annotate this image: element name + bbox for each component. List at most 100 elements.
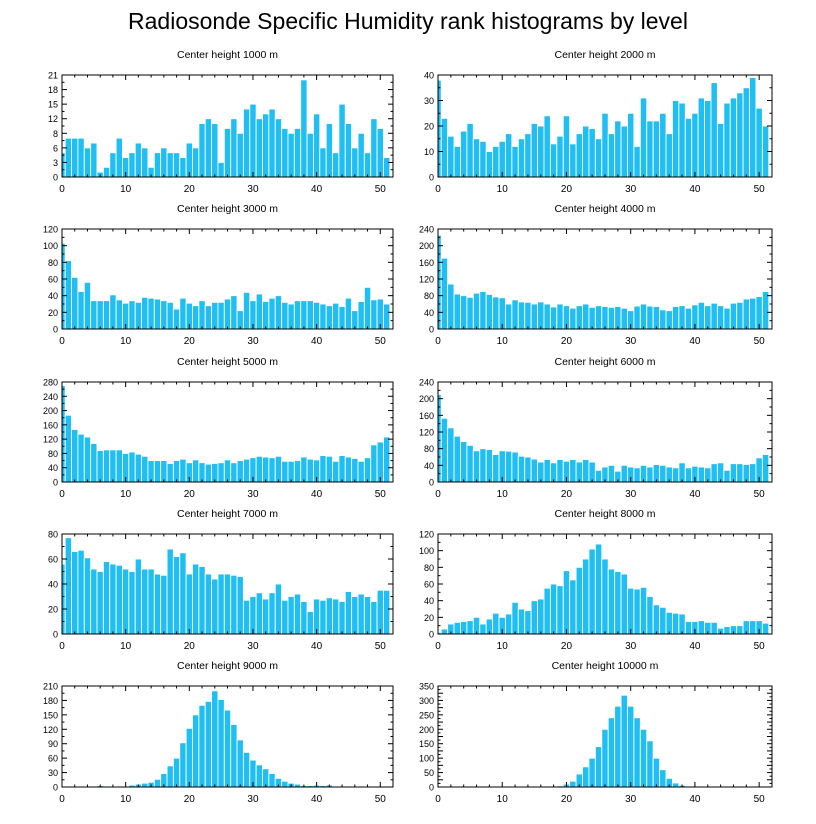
- bar: [90, 142, 98, 178]
- bar: [185, 727, 193, 788]
- bar: [761, 622, 770, 635]
- bar: [179, 157, 187, 178]
- bar: [287, 132, 295, 178]
- bar: [627, 705, 635, 788]
- bar: [749, 620, 757, 635]
- bar: [223, 709, 232, 788]
- x-tick-label: 30: [625, 336, 637, 347]
- bar: [659, 606, 667, 635]
- y-tick-label: 120: [43, 225, 58, 235]
- bar: [594, 305, 603, 330]
- bar: [646, 740, 654, 788]
- bar: [109, 152, 117, 178]
- bar: [236, 576, 244, 635]
- bar: [370, 299, 378, 330]
- bar: [678, 102, 686, 178]
- bar: [217, 161, 225, 178]
- y-tick-label: 40: [48, 580, 58, 590]
- bar: [153, 298, 162, 330]
- bar: [160, 460, 168, 483]
- y-tick-label: 8: [53, 129, 58, 139]
- x-tick-label: 20: [184, 184, 196, 195]
- bar: [684, 117, 693, 178]
- bar: [472, 138, 481, 178]
- x-tick-label: 20: [184, 641, 196, 652]
- x-tick-label: 50: [754, 794, 766, 805]
- bar: [736, 625, 744, 635]
- bar: [363, 457, 372, 483]
- bar: [575, 461, 583, 483]
- x-tick-label: 10: [497, 794, 509, 805]
- y-tick-label: 0: [53, 173, 58, 183]
- y-tick-label: 120: [419, 428, 434, 438]
- x-tick-label: 50: [375, 641, 387, 652]
- bar: [160, 574, 168, 635]
- bar: [115, 137, 123, 178]
- bar: [729, 463, 738, 483]
- bar: [684, 467, 693, 483]
- bar: [575, 566, 583, 635]
- bar: [255, 293, 263, 330]
- y-tick-label: 10: [424, 147, 434, 157]
- y-tick-label: 80: [424, 444, 434, 454]
- x-tick-label: 40: [311, 641, 323, 652]
- bar: [262, 301, 270, 330]
- y-tick-label: 20: [424, 613, 434, 623]
- bar: [524, 456, 532, 483]
- x-tick-label: 50: [375, 489, 387, 500]
- bar: [517, 455, 526, 483]
- x-tick-label: 50: [754, 489, 766, 500]
- x-tick-label: 40: [311, 184, 323, 195]
- bar: [678, 462, 686, 483]
- x-tick-label: 0: [59, 489, 65, 500]
- y-tick-label: 40: [424, 596, 434, 606]
- bar: [71, 429, 79, 483]
- bar: [96, 450, 104, 483]
- bar: [351, 147, 359, 178]
- bar: [128, 451, 136, 483]
- bar: [179, 742, 187, 788]
- bar: [723, 469, 731, 483]
- bar: [242, 458, 251, 483]
- bar: [179, 458, 187, 483]
- bar: [141, 455, 149, 483]
- bar: [255, 118, 263, 178]
- y-tick-label: 160: [419, 411, 434, 421]
- bar: [665, 611, 673, 635]
- panel-title: Center height 6000 m: [555, 356, 656, 368]
- bar: [582, 459, 590, 483]
- bar: [370, 601, 378, 635]
- bar: [370, 444, 378, 483]
- y-tick-label: 200: [419, 394, 434, 404]
- bar: [312, 113, 321, 178]
- y-tick-label: 280: [43, 378, 58, 388]
- bar: [319, 455, 327, 483]
- bar: [504, 450, 513, 483]
- bar: [524, 301, 532, 330]
- bar: [166, 462, 174, 483]
- bar: [530, 303, 539, 330]
- x-tick-label: 10: [120, 794, 132, 805]
- bar: [325, 597, 333, 635]
- bar: [678, 305, 686, 330]
- bar: [122, 568, 130, 635]
- panel-2: Center height 2000 m 0 10 20 30 40 50 0 10 20 30 40: [424, 49, 773, 195]
- bar: [749, 463, 757, 483]
- bar: [582, 303, 590, 330]
- x-tick-label: 30: [625, 184, 637, 195]
- bar: [351, 457, 359, 483]
- bar: [319, 303, 327, 330]
- panel-9: Center height 9000 m 0 10 20 30 40 50 0 30 60 90 12…: [43, 660, 394, 805]
- y-tick-label: 80: [48, 258, 58, 268]
- bar: [511, 451, 519, 483]
- bar: [147, 297, 155, 330]
- bar: [466, 444, 474, 483]
- bar: [479, 140, 487, 178]
- bar: [115, 564, 123, 635]
- bar: [383, 436, 391, 483]
- bar: [588, 461, 596, 483]
- bar: [569, 307, 577, 330]
- x-tick-label: 50: [375, 336, 387, 347]
- y-tick-label: 200: [419, 725, 434, 735]
